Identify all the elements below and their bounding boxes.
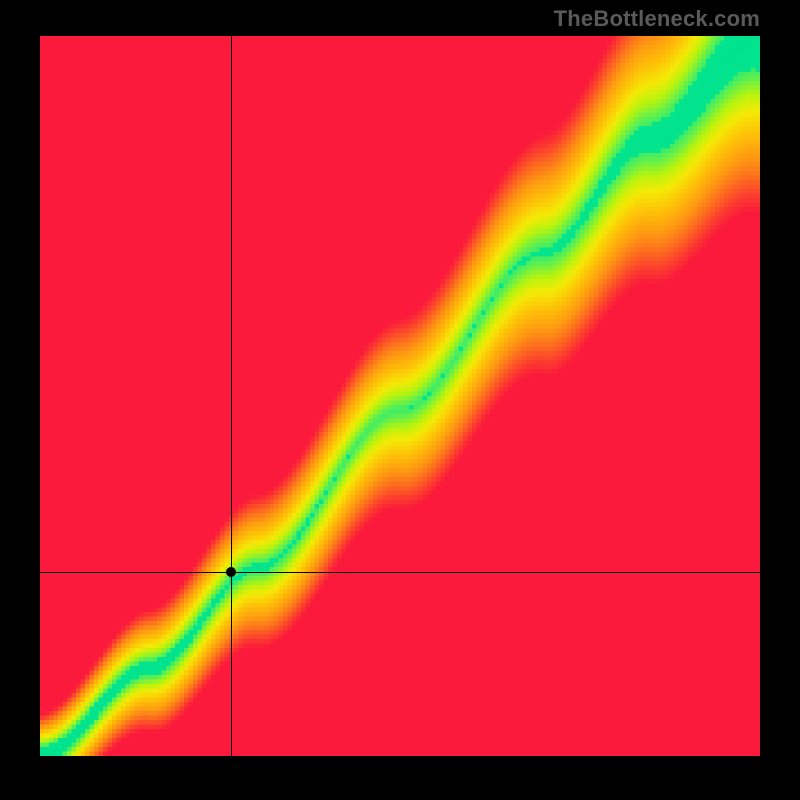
crosshair-vertical: [231, 36, 232, 756]
heatmap-canvas: [40, 36, 760, 756]
watermark-text: TheBottleneck.com: [554, 6, 760, 32]
crosshair-marker-dot: [226, 567, 236, 577]
heatmap-plot: [40, 36, 760, 756]
chart-frame: TheBottleneck.com: [0, 0, 800, 800]
crosshair-horizontal: [40, 572, 760, 573]
